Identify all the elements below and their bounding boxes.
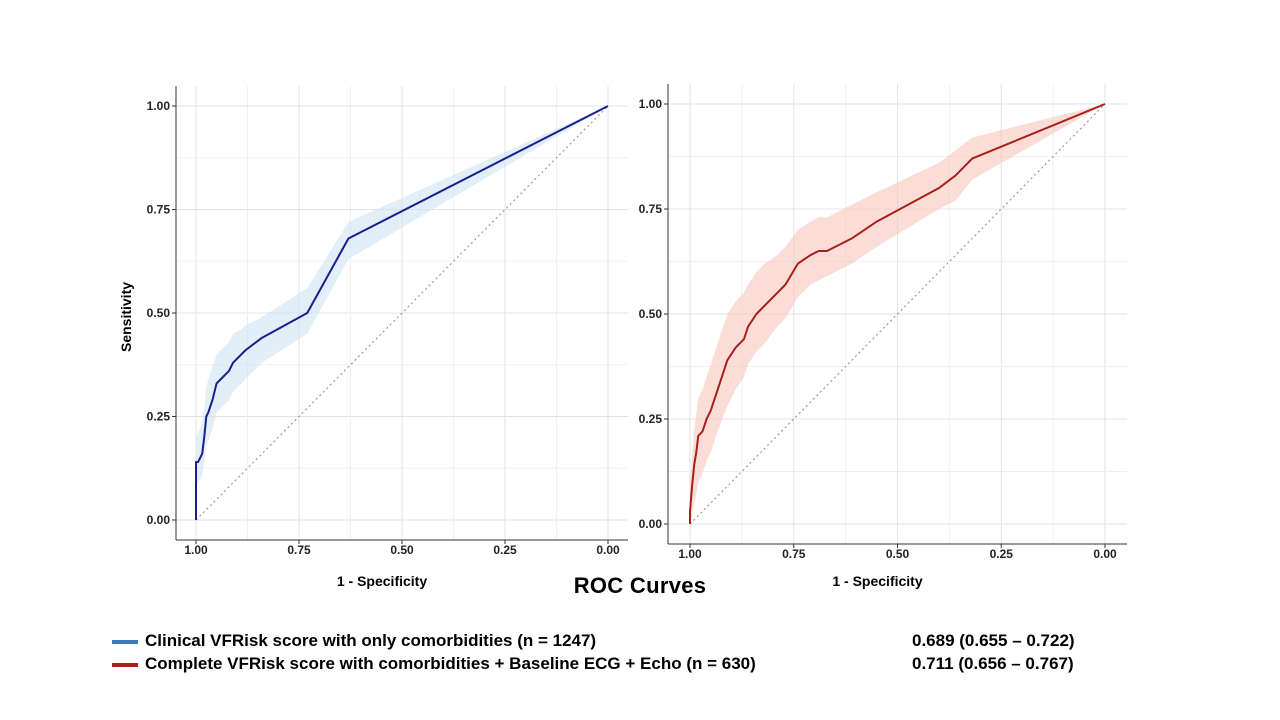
y-tick-label: 0.25 bbox=[147, 410, 171, 424]
x-tick-label: 0.25 bbox=[493, 543, 517, 557]
y-tick-label: 0.50 bbox=[147, 306, 171, 320]
x-tick-label: 0.75 bbox=[782, 547, 806, 561]
legend-auc-clinical: 0.689 (0.655 – 0.722) bbox=[912, 631, 1075, 650]
diagonal-reference-line bbox=[195, 105, 609, 521]
legend-entry-complete: Complete VFRisk score with comorbidities… bbox=[112, 654, 1172, 676]
x-tick-label: 0.50 bbox=[886, 547, 910, 561]
x-axis-title: 1 - Specificity bbox=[337, 573, 427, 589]
x-tick-label: 0.75 bbox=[287, 543, 311, 557]
legend-entry-clinical: Clinical VFRisk score with only comorbid… bbox=[112, 631, 1172, 653]
y-tick-label: 1.00 bbox=[147, 99, 171, 113]
confidence-band bbox=[196, 106, 608, 520]
roc-curve-line bbox=[689, 103, 1106, 524]
confidence-band bbox=[690, 104, 1105, 524]
roc-panel-left: 1.00 0.75 0.50 0.25 0.00 0.00 0.25 0.50 0.75 1.00… bbox=[118, 86, 628, 589]
figure-title: ROC Curves bbox=[573, 573, 707, 598]
legend-label-clinical: Clinical VFRisk score with only comorbid… bbox=[145, 631, 597, 650]
legend-auc-complete: 0.711 (0.656 – 0.767) bbox=[912, 654, 1074, 673]
legend-swatch-complete bbox=[112, 663, 138, 667]
y-tick-label: 0.75 bbox=[639, 202, 663, 216]
x-tick-label: 0.00 bbox=[596, 543, 620, 557]
legend-label-complete: Complete VFRisk score with comorbidities… bbox=[145, 654, 756, 673]
y-tick-label: 0.00 bbox=[147, 513, 171, 527]
y-tick-label: 0.75 bbox=[147, 203, 171, 217]
x-axis-title: 1 - Specificity bbox=[832, 573, 922, 589]
roc-curve-line bbox=[195, 105, 609, 520]
diagonal-reference-line bbox=[689, 103, 1106, 525]
y-tick-label: 0.50 bbox=[639, 307, 663, 321]
y-tick-label: 1.00 bbox=[639, 97, 663, 111]
roc-panel-right: 1.00 0.75 0.50 0.25 0.00 0.00 0.25 0.50 0.75 1.00… bbox=[639, 84, 1127, 589]
roc-figure: 1.00 0.75 0.50 0.25 0.00 0.00 0.25 0.50 0.75 1.00… bbox=[118, 84, 1127, 589]
x-tick-label: 0.25 bbox=[990, 547, 1014, 561]
legend-swatch-clinical bbox=[112, 640, 138, 644]
y-tick-label: 0.00 bbox=[639, 517, 663, 531]
x-tick-label: 1.00 bbox=[678, 547, 702, 561]
y-tick-label: 0.25 bbox=[639, 412, 663, 426]
x-tick-label: 0.00 bbox=[1093, 547, 1117, 561]
x-tick-label: 1.00 bbox=[184, 543, 208, 557]
y-axis-title: Sensitivity bbox=[118, 282, 134, 352]
x-tick-label: 0.50 bbox=[390, 543, 414, 557]
